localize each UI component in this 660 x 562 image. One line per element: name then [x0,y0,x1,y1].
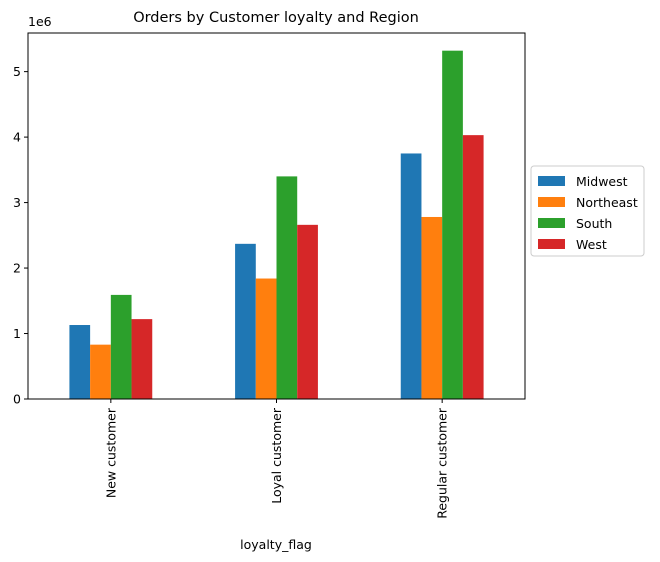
bar-west-0 [131,319,153,399]
y-tick-label: 0 [13,392,21,407]
bar-northeast-2 [421,216,443,399]
bar-northeast-0 [90,344,111,399]
bar-west-1 [297,224,318,399]
x-axis: New customer Loyal customer Regular custom… [103,399,450,519]
legend-swatch-south [538,218,565,228]
chart-title: Orders by Customer loyalty and Region [133,10,419,26]
bar-midwest-1 [235,243,256,399]
bar-south-0 [110,294,132,399]
x-tick-label: Loyal customer [269,407,284,504]
y-axis: 0 1 2 3 4 5 [13,64,28,407]
bar-midwest-2 [400,153,422,399]
legend-label-midwest: Midwest [576,174,628,189]
y-tick-label: 1 [13,326,21,341]
legend-swatch-northeast [538,197,565,207]
legend-swatch-west [538,239,565,249]
plot-frame [27,32,526,400]
bars-group [69,50,484,400]
bar-midwest-0 [69,325,91,399]
legend-label-west: West [576,237,607,252]
x-axis-label: loyalty_flag [240,537,312,552]
y-tick-label: 5 [13,64,21,79]
legend: Midwest Northeast South West [530,165,645,257]
legend-swatch-midwest [538,176,565,186]
bar-west-2 [462,135,484,400]
bar-south-2 [442,50,463,399]
legend-label-south: South [576,216,612,231]
bar-northeast-1 [255,278,277,399]
y-tick-label: 2 [13,261,21,276]
legend-label-northeast: Northeast [576,195,638,210]
y-tick-label: 4 [13,130,21,145]
x-tick-label: Regular customer [435,407,450,519]
y-tick-label: 3 [13,195,21,210]
x-tick-label: New customer [103,407,118,498]
legend-box [530,165,645,257]
y-offset-label: 1e6 [28,14,52,29]
bar-south-1 [276,176,298,399]
